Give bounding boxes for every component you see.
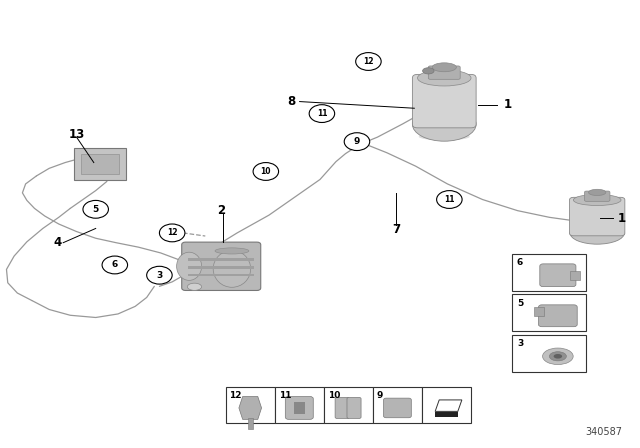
Circle shape	[147, 266, 172, 284]
Text: 5: 5	[93, 205, 99, 214]
Text: 11: 11	[278, 391, 291, 400]
Text: 1: 1	[618, 212, 625, 225]
Ellipse shape	[422, 68, 434, 74]
FancyBboxPatch shape	[584, 191, 610, 201]
Text: 11: 11	[317, 109, 327, 118]
FancyBboxPatch shape	[428, 66, 460, 79]
Bar	[513, 254, 586, 291]
FancyBboxPatch shape	[412, 74, 476, 128]
Bar	[570, 271, 580, 280]
Bar	[188, 274, 254, 276]
Text: 10: 10	[260, 167, 271, 176]
Ellipse shape	[543, 348, 573, 365]
Text: 340587: 340587	[586, 427, 623, 437]
FancyBboxPatch shape	[540, 264, 576, 287]
FancyBboxPatch shape	[74, 148, 126, 180]
Text: 2: 2	[217, 204, 225, 217]
Ellipse shape	[177, 252, 202, 280]
Ellipse shape	[213, 250, 251, 287]
Circle shape	[344, 133, 370, 151]
Text: 6: 6	[112, 260, 118, 269]
FancyBboxPatch shape	[347, 397, 361, 418]
Text: 3: 3	[517, 339, 523, 348]
Text: 9: 9	[377, 391, 383, 400]
Text: 11: 11	[444, 195, 454, 204]
Bar	[188, 258, 254, 261]
Ellipse shape	[412, 108, 476, 141]
Text: 9: 9	[354, 137, 360, 146]
Circle shape	[309, 105, 335, 122]
Text: 7: 7	[392, 223, 401, 236]
FancyBboxPatch shape	[383, 398, 412, 418]
Text: 8: 8	[287, 95, 296, 108]
Ellipse shape	[589, 190, 606, 195]
Text: 4: 4	[53, 236, 61, 249]
Text: 13: 13	[68, 129, 84, 142]
Ellipse shape	[432, 63, 456, 72]
Bar	[435, 412, 458, 417]
Bar	[422, 387, 471, 423]
Circle shape	[436, 190, 462, 208]
Bar	[275, 387, 324, 423]
Text: 12: 12	[167, 228, 177, 237]
Text: 3: 3	[156, 271, 163, 280]
Text: 12: 12	[230, 391, 242, 400]
FancyBboxPatch shape	[285, 396, 313, 419]
Ellipse shape	[549, 352, 566, 361]
Bar	[513, 294, 586, 332]
Circle shape	[253, 163, 278, 181]
Polygon shape	[239, 396, 262, 419]
Text: 12: 12	[363, 57, 374, 66]
Bar	[513, 335, 586, 372]
Circle shape	[159, 224, 185, 242]
Bar	[226, 387, 275, 423]
Text: 6: 6	[517, 258, 523, 267]
Bar	[294, 402, 305, 414]
Text: 1: 1	[504, 98, 512, 111]
Text: 5: 5	[517, 299, 523, 308]
Bar	[373, 387, 422, 423]
Bar	[324, 387, 373, 423]
Ellipse shape	[419, 133, 470, 140]
FancyBboxPatch shape	[182, 242, 260, 290]
Bar	[248, 418, 253, 429]
Circle shape	[83, 200, 108, 218]
Circle shape	[356, 52, 381, 70]
Ellipse shape	[554, 354, 562, 358]
Bar	[534, 307, 544, 316]
Circle shape	[102, 256, 127, 274]
Polygon shape	[435, 400, 462, 411]
Text: 10: 10	[328, 391, 340, 400]
Bar	[188, 266, 254, 268]
FancyBboxPatch shape	[81, 154, 119, 174]
FancyBboxPatch shape	[570, 197, 625, 236]
Ellipse shape	[215, 248, 249, 254]
Ellipse shape	[188, 283, 202, 290]
Ellipse shape	[573, 194, 621, 206]
Ellipse shape	[570, 222, 624, 244]
FancyBboxPatch shape	[335, 397, 349, 418]
Ellipse shape	[417, 70, 471, 86]
FancyBboxPatch shape	[538, 305, 577, 327]
